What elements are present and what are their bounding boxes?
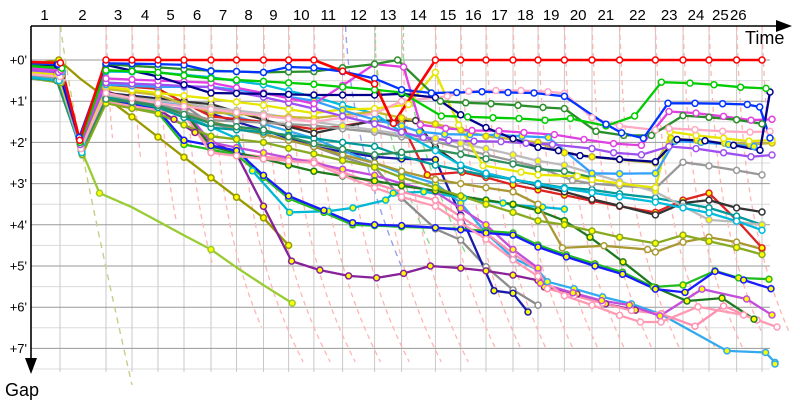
svg-text:25: 25 xyxy=(712,7,729,24)
svg-text:14: 14 xyxy=(410,7,427,24)
svg-text:24: 24 xyxy=(688,7,705,24)
svg-text:3: 3 xyxy=(114,7,122,24)
svg-text:9: 9 xyxy=(269,7,277,24)
svg-text:+4': +4' xyxy=(10,217,27,232)
svg-text:17: 17 xyxy=(491,7,508,24)
svg-text:Time: Time xyxy=(745,28,784,48)
svg-text:2: 2 xyxy=(78,7,86,24)
svg-text:4: 4 xyxy=(141,7,149,24)
svg-text:10: 10 xyxy=(293,7,310,24)
svg-text:18: 18 xyxy=(517,7,534,24)
svg-text:5: 5 xyxy=(166,7,174,24)
svg-text:11: 11 xyxy=(321,7,337,24)
svg-text:19: 19 xyxy=(543,7,560,24)
svg-text:+3': +3' xyxy=(10,176,27,191)
svg-text:7: 7 xyxy=(219,7,227,24)
svg-text:26: 26 xyxy=(730,7,747,24)
svg-text:+0': +0' xyxy=(10,53,27,68)
svg-text:15: 15 xyxy=(440,7,457,24)
svg-text:8: 8 xyxy=(244,7,252,24)
svg-text:+6': +6' xyxy=(10,300,27,315)
svg-text:22: 22 xyxy=(629,7,646,24)
svg-text:23: 23 xyxy=(661,7,678,24)
svg-text:+2': +2' xyxy=(10,135,27,150)
svg-text:+1': +1' xyxy=(10,94,27,109)
svg-text:16: 16 xyxy=(465,7,482,24)
svg-text:+5': +5' xyxy=(10,259,27,274)
svg-text:+7': +7' xyxy=(10,341,27,356)
svg-text:12: 12 xyxy=(350,7,367,24)
svg-text:20: 20 xyxy=(570,7,587,24)
svg-text:21: 21 xyxy=(597,7,614,24)
svg-text:Gap: Gap xyxy=(5,380,39,400)
svg-text:13: 13 xyxy=(380,7,397,24)
svg-text:1: 1 xyxy=(40,7,48,24)
svg-text:6: 6 xyxy=(193,7,201,24)
